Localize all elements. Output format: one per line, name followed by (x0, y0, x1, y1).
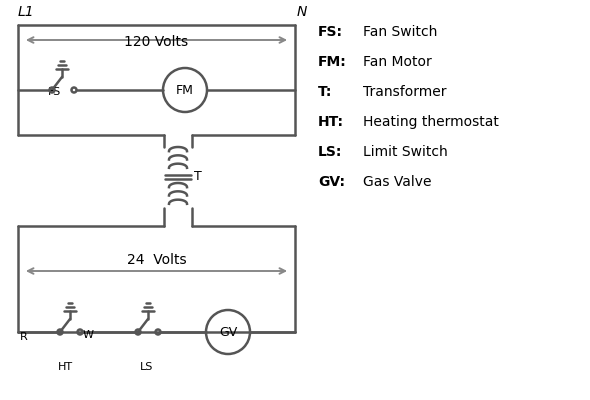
Text: T: T (194, 170, 202, 184)
Text: GV: GV (219, 326, 237, 338)
Text: HT: HT (58, 362, 73, 372)
Text: Heating thermostat: Heating thermostat (363, 115, 499, 129)
Text: Limit Switch: Limit Switch (363, 145, 448, 159)
Text: FS:: FS: (318, 25, 343, 39)
Text: Transformer: Transformer (363, 85, 447, 99)
Text: L1: L1 (18, 5, 35, 19)
Text: N: N (297, 5, 307, 19)
Text: Gas Valve: Gas Valve (363, 175, 431, 189)
Text: HT:: HT: (318, 115, 344, 129)
Text: LS: LS (140, 362, 153, 372)
Text: FM: FM (176, 84, 194, 96)
Text: LS:: LS: (318, 145, 342, 159)
Text: GV:: GV: (318, 175, 345, 189)
Text: 120 Volts: 120 Volts (124, 35, 189, 49)
Text: Fan Switch: Fan Switch (363, 25, 437, 39)
Text: W: W (83, 330, 94, 340)
Text: FS: FS (48, 87, 61, 97)
Text: FM:: FM: (318, 55, 347, 69)
Text: T:: T: (318, 85, 332, 99)
Text: R: R (20, 332, 28, 342)
Text: Fan Motor: Fan Motor (363, 55, 432, 69)
Text: 24  Volts: 24 Volts (127, 253, 186, 267)
